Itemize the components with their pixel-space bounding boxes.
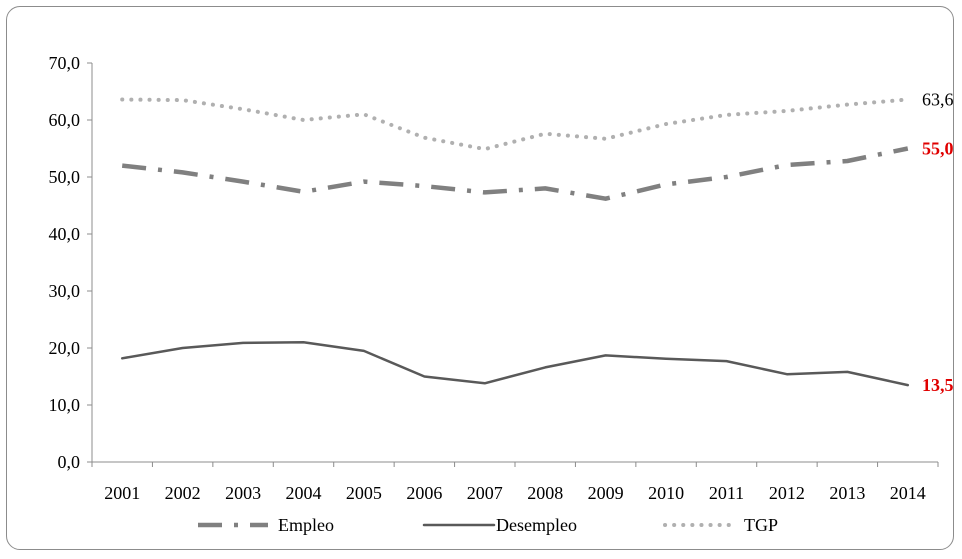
x-tick-label: 2008 xyxy=(527,483,563,503)
x-tick-label: 2013 xyxy=(829,483,865,503)
x-tick-label: 2012 xyxy=(769,483,805,503)
legend: Empleo Desempleo TGP xyxy=(198,515,778,535)
x-tick-label: 2014 xyxy=(890,483,926,503)
series-line-tgp xyxy=(122,100,908,150)
end-label-tgp: 63,6 xyxy=(922,89,954,109)
y-tick-label: 50,0 xyxy=(49,167,81,187)
y-tick-label: 0,0 xyxy=(58,452,81,472)
x-tick-label: 2011 xyxy=(709,483,744,503)
end-label-empleo: 55,0 xyxy=(922,139,954,159)
y-tick-label: 70,0 xyxy=(49,53,81,73)
x-tick-label: 2007 xyxy=(467,483,503,503)
axes: 0,0 10,0 20,0 30,0 40,0 50,0 60,0 70,0 2001 2002 2… xyxy=(49,53,939,503)
legend-label-empleo: Empleo xyxy=(278,515,334,535)
x-tick-label: 2005 xyxy=(346,483,382,503)
y-tick-label: 20,0 xyxy=(49,338,81,358)
end-labels: 55,0 13,5 63,6 xyxy=(922,89,954,395)
x-tick-label: 2002 xyxy=(165,483,201,503)
series-line-empleo xyxy=(122,149,908,199)
x-tick-label: 2004 xyxy=(286,483,322,503)
series-line-desempleo xyxy=(122,342,908,385)
x-tick-label: 2006 xyxy=(406,483,442,503)
x-tick-label: 2003 xyxy=(225,483,261,503)
end-label-desempleo: 13,5 xyxy=(922,375,954,395)
y-tick-label: 40,0 xyxy=(49,224,81,244)
y-tick-label: 30,0 xyxy=(49,281,81,301)
legend-label-desempleo: Desempleo xyxy=(496,515,577,535)
x-tick-label: 2010 xyxy=(648,483,684,503)
y-tick-label: 10,0 xyxy=(49,395,81,415)
x-tick-label: 2001 xyxy=(104,483,140,503)
legend-label-tgp: TGP xyxy=(744,515,778,535)
x-tick-label: 2009 xyxy=(588,483,624,503)
y-tick-label: 60,0 xyxy=(49,110,81,130)
series-layer xyxy=(122,100,908,386)
